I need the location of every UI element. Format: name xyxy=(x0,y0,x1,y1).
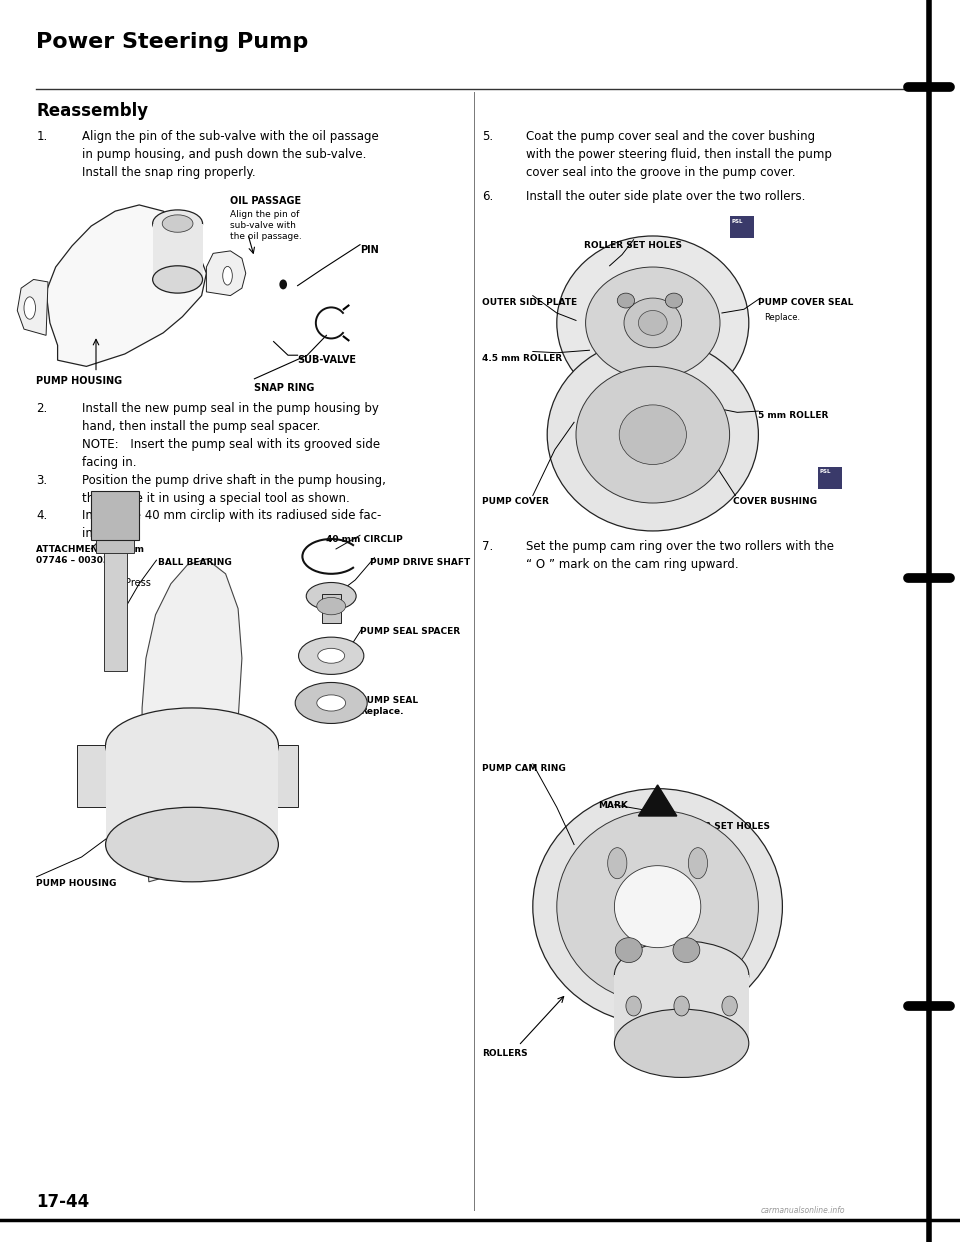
Circle shape xyxy=(279,279,287,289)
Bar xyxy=(153,224,203,279)
Bar xyxy=(96,518,134,553)
Ellipse shape xyxy=(614,941,749,1009)
Text: Reassembly: Reassembly xyxy=(36,102,149,119)
Text: Install the 40 mm circlip with its radiused side fac-
ing out.: Install the 40 mm circlip with its radiu… xyxy=(82,509,381,540)
Text: NOTE: Insert the pump seal with its grooved side
facing in.: NOTE: Insert the pump seal with its groo… xyxy=(82,438,380,469)
Text: Position the pump drive shaft in the pump housing,
then drive it in using a spec: Position the pump drive shaft in the pum… xyxy=(82,474,386,505)
Bar xyxy=(259,745,298,807)
Ellipse shape xyxy=(306,582,356,610)
Ellipse shape xyxy=(608,847,627,879)
Ellipse shape xyxy=(153,210,203,237)
Text: Coat the pump cover seal and the cover bushing
with the power steering fluid, th: Coat the pump cover seal and the cover b… xyxy=(526,130,832,179)
Ellipse shape xyxy=(162,215,193,232)
Ellipse shape xyxy=(547,339,758,532)
Text: carmanualsonline.info: carmanualsonline.info xyxy=(760,1206,845,1215)
Text: Align the pin of
sub-valve with
the oil passage.: Align the pin of sub-valve with the oil … xyxy=(230,210,302,241)
Ellipse shape xyxy=(586,267,720,379)
Text: 7.: 7. xyxy=(482,540,493,553)
Ellipse shape xyxy=(24,297,36,319)
Ellipse shape xyxy=(299,637,364,674)
Ellipse shape xyxy=(665,293,683,308)
Text: PIN: PIN xyxy=(360,245,379,255)
Text: 4.5 mm ROLLER: 4.5 mm ROLLER xyxy=(482,354,562,363)
Ellipse shape xyxy=(317,597,346,615)
Bar xyxy=(77,745,115,807)
Text: MARK: MARK xyxy=(598,801,628,810)
Ellipse shape xyxy=(223,266,232,286)
Text: Replace.: Replace. xyxy=(764,313,801,322)
Text: 5.: 5. xyxy=(482,130,493,143)
Text: PSL: PSL xyxy=(732,219,743,224)
Bar xyxy=(322,594,341,623)
Text: 3.: 3. xyxy=(36,474,48,487)
Text: Press: Press xyxy=(125,578,151,587)
Ellipse shape xyxy=(317,696,346,710)
Text: COVER BUSHING: COVER BUSHING xyxy=(733,497,818,505)
Bar xyxy=(36,143,468,373)
Ellipse shape xyxy=(557,236,749,410)
Ellipse shape xyxy=(619,405,686,465)
Text: PUMP CAM RING: PUMP CAM RING xyxy=(482,764,565,773)
Bar xyxy=(730,216,754,238)
Text: SUB-VALVE: SUB-VALVE xyxy=(298,355,356,365)
Polygon shape xyxy=(142,559,242,882)
Text: 6.: 6. xyxy=(482,190,493,202)
Ellipse shape xyxy=(106,807,278,882)
Text: ATTACHMENT, 30 mm
07746 – 0030300: ATTACHMENT, 30 mm 07746 – 0030300 xyxy=(36,545,144,565)
Ellipse shape xyxy=(673,938,700,963)
Circle shape xyxy=(722,996,737,1016)
Ellipse shape xyxy=(576,366,730,503)
Ellipse shape xyxy=(296,682,368,723)
Ellipse shape xyxy=(624,298,682,348)
Circle shape xyxy=(626,996,641,1016)
Text: Power Steering Pump: Power Steering Pump xyxy=(36,32,309,52)
Bar xyxy=(614,975,749,1043)
Ellipse shape xyxy=(688,847,708,879)
Text: PUMP DRIVE SHAFT: PUMP DRIVE SHAFT xyxy=(370,558,469,566)
Text: PUMP HOUSING: PUMP HOUSING xyxy=(36,376,123,386)
Ellipse shape xyxy=(614,1009,749,1077)
Text: PUMP SEAL SPACER: PUMP SEAL SPACER xyxy=(360,627,460,636)
Text: 17-44: 17-44 xyxy=(36,1194,89,1211)
Polygon shape xyxy=(17,279,48,335)
Circle shape xyxy=(674,996,689,1016)
Bar xyxy=(106,745,278,845)
Text: ROLLERS: ROLLERS xyxy=(482,1049,528,1058)
Text: Set the pump cam ring over the two rollers with the
“ O ” mark on the cam ring u: Set the pump cam ring over the two rolle… xyxy=(526,540,834,571)
Text: 2.: 2. xyxy=(36,402,48,415)
Text: ROLLER SET HOLES: ROLLER SET HOLES xyxy=(672,822,770,831)
Text: OUTER SIDE PLATE: OUTER SIDE PLATE xyxy=(482,298,577,307)
Text: 5 mm ROLLER: 5 mm ROLLER xyxy=(758,411,828,420)
Ellipse shape xyxy=(617,293,635,308)
Bar xyxy=(818,467,842,489)
Text: PUMP HOUSING: PUMP HOUSING xyxy=(36,879,117,888)
Ellipse shape xyxy=(106,708,278,782)
Ellipse shape xyxy=(638,310,667,335)
Ellipse shape xyxy=(153,266,203,293)
Text: ROLLER SET HOLES: ROLLER SET HOLES xyxy=(584,241,682,250)
Ellipse shape xyxy=(318,648,345,663)
Text: BALL BEARING: BALL BEARING xyxy=(158,558,232,566)
Ellipse shape xyxy=(557,810,758,1004)
Ellipse shape xyxy=(614,866,701,948)
Text: 1.: 1. xyxy=(36,130,48,143)
Text: SNAP RING: SNAP RING xyxy=(254,383,315,392)
Ellipse shape xyxy=(533,789,782,1025)
Text: Install the outer side plate over the two rollers.: Install the outer side plate over the tw… xyxy=(526,190,805,202)
Polygon shape xyxy=(206,251,246,296)
Polygon shape xyxy=(46,205,206,366)
Text: PUMP COVER SEAL: PUMP COVER SEAL xyxy=(758,298,853,307)
Text: PUMP COVER: PUMP COVER xyxy=(482,497,549,505)
Text: Align the pin of the sub-valve with the oil passage
in pump housing, and push do: Align the pin of the sub-valve with the … xyxy=(82,130,378,179)
Bar xyxy=(91,491,139,540)
Text: 40 mm CIRCLIP: 40 mm CIRCLIP xyxy=(326,535,403,544)
Polygon shape xyxy=(638,785,677,816)
Text: PSL: PSL xyxy=(820,469,831,474)
Text: OIL PASSAGE: OIL PASSAGE xyxy=(230,196,301,206)
Ellipse shape xyxy=(615,938,642,963)
Text: PUMP SEAL
Replace.: PUMP SEAL Replace. xyxy=(360,696,419,715)
Bar xyxy=(104,540,127,671)
Text: 4.: 4. xyxy=(36,509,48,522)
Text: Install the new pump seal in the pump housing by
hand, then install the pump sea: Install the new pump seal in the pump ho… xyxy=(82,402,378,433)
